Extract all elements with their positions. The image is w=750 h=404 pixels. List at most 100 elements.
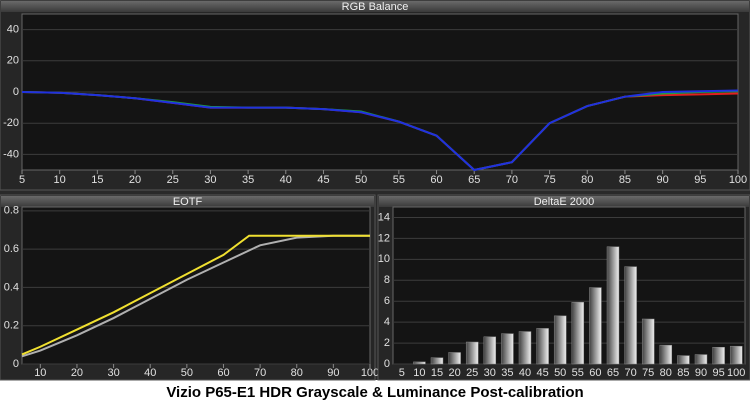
x-tick-label: 20 (129, 174, 141, 186)
x-tick-label: 5 (19, 174, 25, 186)
x-tick-label: 80 (660, 367, 672, 379)
bar (465, 341, 479, 365)
bar (413, 361, 426, 365)
y-tick-label: 0 (13, 358, 19, 370)
caption: Vizio P65-E1 HDR Grayscale & Luminance P… (166, 384, 583, 401)
x-tick-label: 35 (242, 174, 254, 186)
y-tick-label: 12 (378, 232, 390, 244)
x-tick-label: 30 (107, 367, 119, 379)
x-tick-label: 50 (355, 174, 367, 186)
x-tick-label: 60 (430, 174, 442, 186)
bar (536, 328, 549, 365)
x-tick-label: 70 (506, 174, 518, 186)
x-tick-label: 20 (71, 367, 83, 379)
plot-area (392, 206, 746, 365)
x-tick-label: 85 (619, 174, 631, 186)
x-tick-label: 90 (327, 367, 339, 379)
series-line (21, 234, 370, 358)
bar (553, 315, 567, 365)
x-tick-label: 50 (181, 367, 193, 379)
x-tick-label: 55 (572, 367, 584, 379)
y-tick-label: 14 (378, 211, 390, 223)
y-tick-label: 40 (7, 24, 19, 36)
y-tick-label: 0.6 (4, 243, 19, 255)
x-tick-label: 10 (34, 367, 46, 379)
y-tick-label: 0 (13, 86, 19, 98)
x-tick-label: 15 (431, 367, 443, 379)
x-tick-label: 20 (448, 367, 460, 379)
panel-title-bar (379, 196, 749, 207)
x-tick-label: 75 (642, 367, 654, 379)
x-tick-label: 55 (393, 174, 405, 186)
panel-title: RGB Balance (342, 1, 409, 13)
bar (659, 344, 673, 365)
x-tick-label: 25 (466, 367, 478, 379)
bar (624, 266, 637, 365)
x-tick-label: 80 (291, 367, 303, 379)
y-tick-label: 4 (384, 316, 390, 328)
y-tick-label: 0.4 (4, 281, 19, 293)
bar (694, 354, 708, 365)
x-tick-label: 60 (217, 367, 229, 379)
bar (712, 347, 725, 365)
x-tick-label: 40 (144, 367, 156, 379)
panel-title: EOTF (173, 196, 203, 208)
bar (483, 336, 497, 365)
x-tick-label: 35 (501, 367, 513, 379)
y-tick-label: 20 (7, 55, 19, 67)
x-tick-label: 100 (727, 367, 745, 379)
x-tick-label: 40 (280, 174, 292, 186)
panel-title-bar (1, 196, 374, 207)
x-tick-label: 10 (54, 174, 66, 186)
x-tick-label: 95 (712, 367, 724, 379)
bar (501, 333, 514, 365)
x-tick-label: 75 (543, 174, 555, 186)
bar (589, 287, 602, 365)
x-tick-label: 80 (581, 174, 593, 186)
x-tick-label: 40 (519, 367, 531, 379)
bar (729, 345, 743, 365)
y-tick-label: 0.2 (4, 320, 19, 332)
x-tick-label: 65 (468, 174, 480, 186)
x-tick-label: 65 (607, 367, 619, 379)
series-line (21, 89, 739, 172)
bar (430, 357, 444, 365)
bar (518, 331, 532, 365)
bar (641, 318, 655, 365)
x-tick-label: 85 (677, 367, 689, 379)
bar (677, 355, 690, 365)
y-tick-label: 8 (384, 274, 390, 286)
panel-title: DeltaE 2000 (534, 196, 595, 208)
x-tick-label: 70 (254, 367, 266, 379)
x-tick-label: 15 (91, 174, 103, 186)
x-tick-label: 10 (413, 367, 425, 379)
x-tick-label: 25 (167, 174, 179, 186)
bar (448, 352, 461, 365)
x-tick-label: 70 (624, 367, 636, 379)
x-tick-label: 50 (554, 367, 566, 379)
x-tick-label: 60 (589, 367, 601, 379)
x-tick-label: 100 (729, 174, 747, 186)
x-tick-label: 30 (204, 174, 216, 186)
bar (571, 301, 585, 365)
y-tick-label: 6 (384, 295, 390, 307)
y-tick-label: 0 (384, 358, 390, 370)
plot-area (21, 206, 371, 365)
x-tick-label: 100 (361, 367, 379, 379)
y-tick-label: 0.8 (4, 205, 19, 217)
x-tick-label: 95 (694, 174, 706, 186)
y-tick-label: -40 (3, 148, 19, 160)
y-tick-label: 2 (384, 337, 390, 349)
panel-title-bar (1, 1, 749, 12)
x-tick-label: 5 (399, 367, 405, 379)
y-tick-label: -20 (3, 117, 19, 129)
series-line (21, 234, 370, 356)
y-tick-label: 10 (378, 253, 390, 265)
bar (606, 246, 620, 365)
x-tick-label: 90 (695, 367, 707, 379)
x-tick-label: 90 (657, 174, 669, 186)
x-tick-label: 45 (317, 174, 329, 186)
x-tick-label: 30 (484, 367, 496, 379)
x-tick-label: 45 (536, 367, 548, 379)
